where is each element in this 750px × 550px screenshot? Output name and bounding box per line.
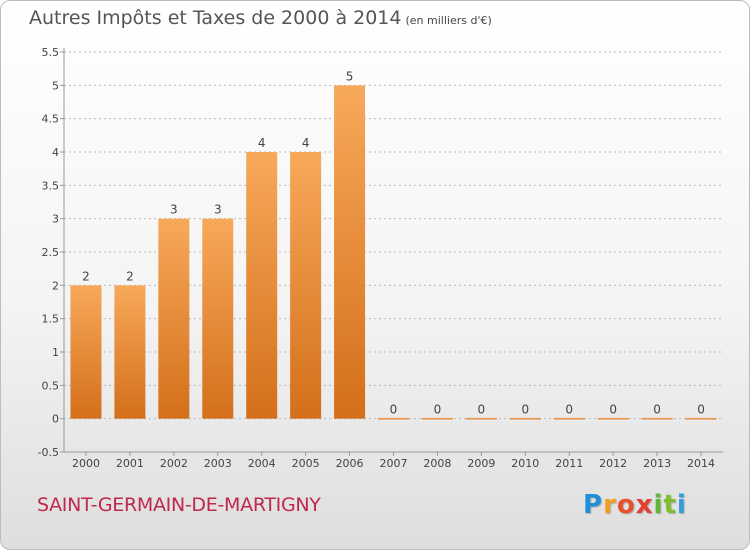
bar-value-label: 2 [126,269,134,283]
bar-value-label: 0 [521,403,529,417]
y-tick-label: -0.5 [38,446,59,459]
brand-letter: x [635,490,654,520]
x-tick-label: 2005 [292,457,320,470]
bar [378,417,409,420]
bar-value-label: 0 [565,403,573,417]
bar [334,85,366,419]
x-tick-label: 2003 [204,457,232,470]
y-tick-label: 3 [52,213,59,226]
x-tick-label: 2008 [423,457,451,470]
x-tick-label: 2013 [643,457,671,470]
bar-value-label: 4 [258,136,266,150]
y-tick-label: 1.5 [42,313,60,326]
y-tick-label: 5.5 [42,46,60,59]
bar [553,417,585,420]
brand-letter: o [616,490,636,520]
brand-letter: P [583,490,604,520]
bar [114,285,146,419]
proxiti-logo: Proxiti [583,490,687,520]
x-tick-label: 2004 [248,457,276,470]
bar [246,152,278,419]
bar-value-label: 0 [697,403,705,417]
x-tick-label: 2010 [511,457,539,470]
bar-value-label: 5 [346,69,354,83]
chart-title: Autres Impôts et Taxes de 2000 à 2014 (en… [29,7,492,29]
y-tick-label: 4.5 [42,113,60,126]
bar-value-label: 3 [170,203,178,217]
bar-value-label: 3 [214,203,222,217]
y-tick-label: 1 [52,346,59,359]
brand-letter: t [663,490,677,520]
x-tick-label: 2011 [555,457,583,470]
bar [597,417,629,420]
brand-letter: i [653,490,664,520]
bar [465,417,497,420]
x-tick-label: 2001 [116,457,144,470]
bar [685,417,717,420]
bar-value-label: 0 [478,403,486,417]
bar-value-label: 0 [434,403,442,417]
bar-value-label: 2 [82,269,90,283]
commune-name: SAINT-GERMAIN-DE-MARTIGNY [37,494,321,516]
bar [509,417,541,420]
brand-letter: r [603,490,617,520]
x-tick-label: 2009 [467,457,495,470]
y-tick-label: 2.5 [42,246,60,259]
bar-value-label: 0 [653,403,661,417]
y-tick-label: 0 [52,413,59,426]
x-tick-label: 2007 [380,457,408,470]
bar [70,285,102,419]
y-tick-label: 4 [52,146,59,159]
x-tick-label: 2006 [336,457,364,470]
bar-value-label: 0 [609,403,617,417]
y-tick-label: 5 [52,79,59,92]
bar [202,218,234,419]
bar-value-label: 4 [302,136,310,150]
bar [641,417,673,420]
y-tick-label: 2 [52,279,59,292]
x-tick-label: 2012 [599,457,627,470]
x-tick-label: 2002 [160,457,188,470]
brand-letter: i [676,490,687,520]
x-tick-label: 2000 [72,457,100,470]
y-tick-label: 0.5 [42,379,60,392]
bar [421,417,453,420]
chart-unit: (en milliers d'€) [405,14,492,27]
bar-value-label: 0 [390,403,398,417]
y-tick-label: 3.5 [42,179,60,192]
x-tick-label: 2014 [687,457,715,470]
chart-title-text: Autres Impôts et Taxes de 2000 à 2014 [29,7,402,29]
bar [158,218,190,419]
bar [290,152,322,419]
